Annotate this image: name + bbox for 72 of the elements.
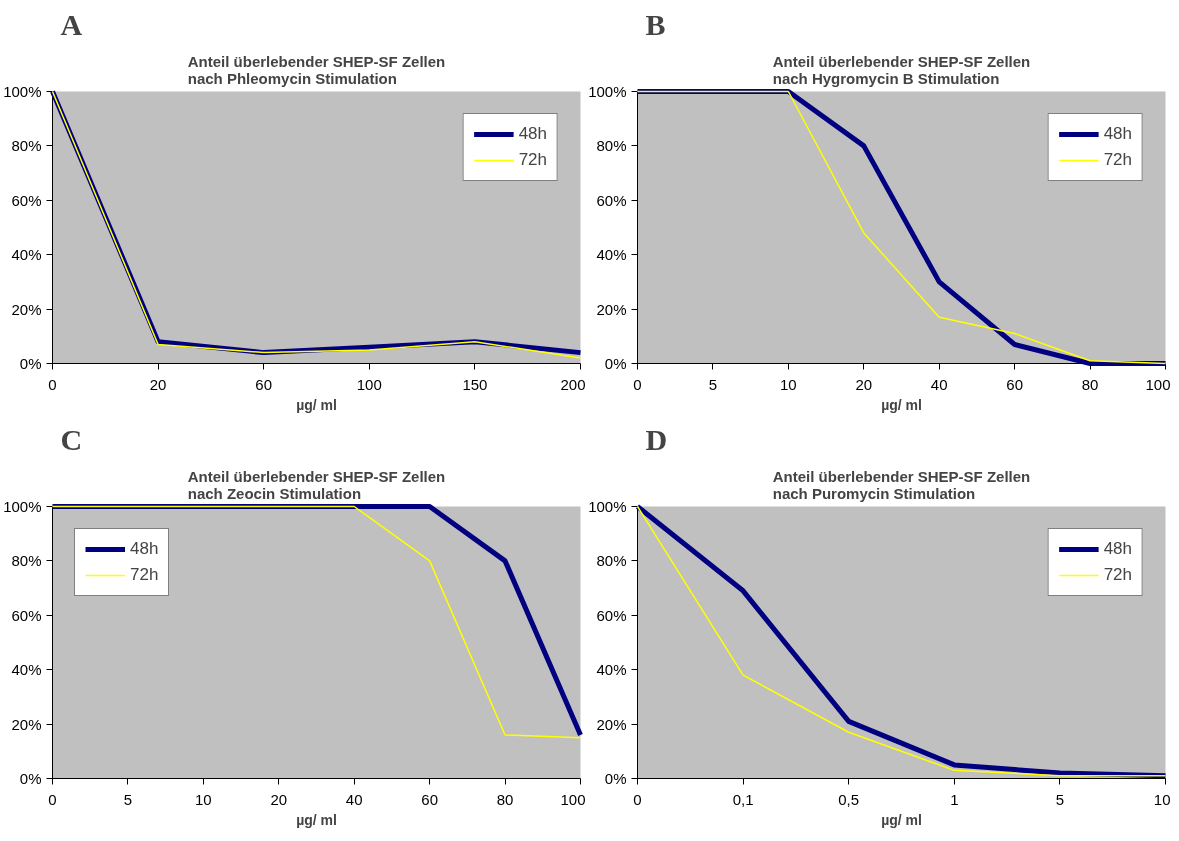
x-tick-label: 100 (1145, 375, 1171, 393)
y-tick-label: 40% (596, 661, 627, 679)
y-tick-label: 0% (604, 770, 627, 787)
legend-label: 72h (1103, 565, 1132, 585)
x-tick-label: 10 (780, 375, 797, 393)
x-tick-label: 100 (560, 790, 586, 808)
x-tick-label: 0,5 (838, 790, 860, 808)
x-tick-label: 80 (1081, 375, 1099, 393)
chart-title: Anteil überlebender SHEP-SF Zellen nach Hygromycin B Stimulation (772, 52, 1031, 87)
y-tick-label: 20% (596, 715, 627, 733)
legend-label: 72h (130, 565, 159, 585)
y-tick-label: 40% (11, 661, 42, 679)
x-tick-label: 40 (930, 375, 948, 393)
x-tick-label: 10 (1153, 790, 1171, 808)
y-tick-label: 100% (588, 83, 627, 100)
y-tick-label: 100% (3, 498, 42, 515)
x-tick-label: 5 (123, 790, 133, 808)
x-tick-label: 40 (345, 790, 363, 808)
x-tick-label: 100 (356, 375, 382, 393)
legend-label: 48h (1103, 124, 1132, 144)
x-tick-label: 0 (633, 375, 642, 393)
y-tick-label: 60% (11, 191, 42, 209)
y-tick-label: 20% (11, 300, 42, 318)
x-tick-label: 80 (496, 790, 514, 808)
y-tick-label: 80% (596, 137, 627, 155)
y-tick-label: 0% (19, 355, 42, 372)
legend-label: 48h (130, 539, 159, 559)
x-tick-label: 20 (149, 375, 167, 393)
x-tick-label: 1 (950, 790, 959, 808)
legend-label: 48h (518, 124, 547, 144)
text: C (60, 422, 83, 456)
y-tick-label: 40% (596, 246, 627, 264)
text: A (60, 7, 83, 41)
x-axis-title: µg/ ml (881, 811, 922, 828)
text: B (645, 7, 666, 41)
x-tick-label: 0 (48, 790, 57, 808)
x-tick-label: 60 (255, 375, 273, 393)
y-tick-label: 60% (596, 606, 627, 624)
text: D (645, 422, 668, 456)
x-axis-title: µg/ ml (881, 396, 922, 413)
x-tick-label: 10 (195, 790, 212, 808)
x-tick-label: 0 (48, 375, 57, 393)
chart-title: Anteil überlebender SHEP-SF Zellen nach Puromycin Stimulation (772, 467, 1031, 502)
y-tick-label: 60% (596, 191, 627, 209)
x-axis-title: µg/ ml (296, 811, 337, 828)
x-tick-label: 150 (462, 375, 488, 393)
legend-label: 72h (1103, 150, 1132, 170)
chart-title: Anteil überlebender SHEP-SF Zellen nach Phleomycin Stimulation (187, 52, 446, 87)
y-tick-label: 20% (11, 715, 42, 733)
y-tick-label: 80% (11, 552, 42, 570)
x-tick-label: 5 (1055, 790, 1065, 808)
x-tick-label: 20 (270, 790, 288, 808)
y-tick-label: 0% (19, 770, 42, 787)
y-tick-label: 0% (604, 355, 627, 372)
y-tick-label: 20% (596, 300, 627, 318)
x-tick-label: 20 (855, 375, 873, 393)
y-tick-label: 80% (11, 137, 42, 155)
x-tick-label: 0 (633, 790, 642, 808)
y-tick-label: 100% (588, 498, 627, 515)
x-tick-label: 60 (421, 790, 438, 808)
y-tick-label: 60% (11, 606, 42, 624)
y-tick-label: 80% (596, 552, 627, 570)
chart-title: Anteil überlebender SHEP-SF Zellen nach Zeocin Stimulation (187, 467, 446, 502)
y-tick-label: 40% (11, 246, 42, 264)
x-tick-label: 200 (560, 375, 586, 393)
x-tick-label: 0,1 (732, 790, 754, 808)
x-axis-title: µg/ ml (296, 396, 337, 413)
y-tick-label: 100% (3, 83, 42, 100)
x-tick-label: 5 (708, 375, 718, 393)
x-tick-label: 60 (1006, 375, 1023, 393)
legend-label: 72h (518, 150, 547, 170)
legend-label: 48h (1103, 539, 1132, 559)
